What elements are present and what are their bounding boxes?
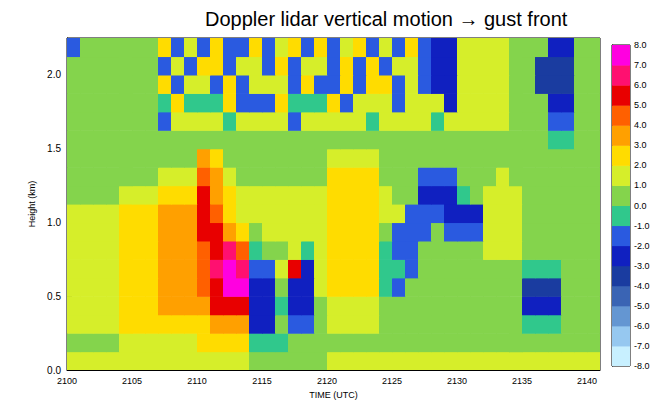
svg-text:-8.0: -8.0 <box>634 361 650 371</box>
svg-text:2105: 2105 <box>122 376 142 386</box>
svg-text:0.0: 0.0 <box>47 365 61 376</box>
svg-text:2115: 2115 <box>252 376 271 386</box>
svg-text:-1.0: -1.0 <box>634 221 650 231</box>
svg-text:4.0: 4.0 <box>634 120 647 130</box>
svg-text:2135: 2135 <box>512 376 532 386</box>
svg-text:0.0: 0.0 <box>634 201 647 211</box>
svg-text:2140: 2140 <box>577 376 597 386</box>
svg-text:-3.0: -3.0 <box>634 261 650 271</box>
svg-text:1.0: 1.0 <box>634 180 647 190</box>
svg-text:2110: 2110 <box>187 376 206 386</box>
svg-text:2.0: 2.0 <box>47 69 61 80</box>
svg-text:-6.0: -6.0 <box>634 321 650 331</box>
svg-text:1.5: 1.5 <box>47 143 61 154</box>
svg-text:-7.0: -7.0 <box>634 341 650 351</box>
svg-text:2130: 2130 <box>447 376 467 386</box>
svg-text:2125: 2125 <box>382 376 402 386</box>
svg-text:3.0: 3.0 <box>634 140 647 150</box>
svg-text:Doppler lidar vertical motion: Doppler lidar vertical motion → gust fro… <box>205 8 568 30</box>
svg-text:1.0: 1.0 <box>47 217 61 228</box>
svg-text:Height (km): Height (km) <box>27 181 37 228</box>
svg-text:7.0: 7.0 <box>634 60 647 70</box>
svg-text:0.5: 0.5 <box>47 291 61 302</box>
svg-text:5.0: 5.0 <box>634 100 647 110</box>
svg-text:6.0: 6.0 <box>634 80 647 90</box>
svg-text:-4.0: -4.0 <box>634 281 650 291</box>
svg-text:-5.0: -5.0 <box>634 301 650 311</box>
svg-text:-2.0: -2.0 <box>634 241 650 251</box>
svg-text:2100: 2100 <box>57 376 77 386</box>
svg-text:2.0: 2.0 <box>634 160 647 170</box>
svg-text:8.0: 8.0 <box>634 40 647 50</box>
svg-text:2120: 2120 <box>317 376 337 386</box>
svg-text:TIME (UTC): TIME (UTC) <box>309 390 358 400</box>
